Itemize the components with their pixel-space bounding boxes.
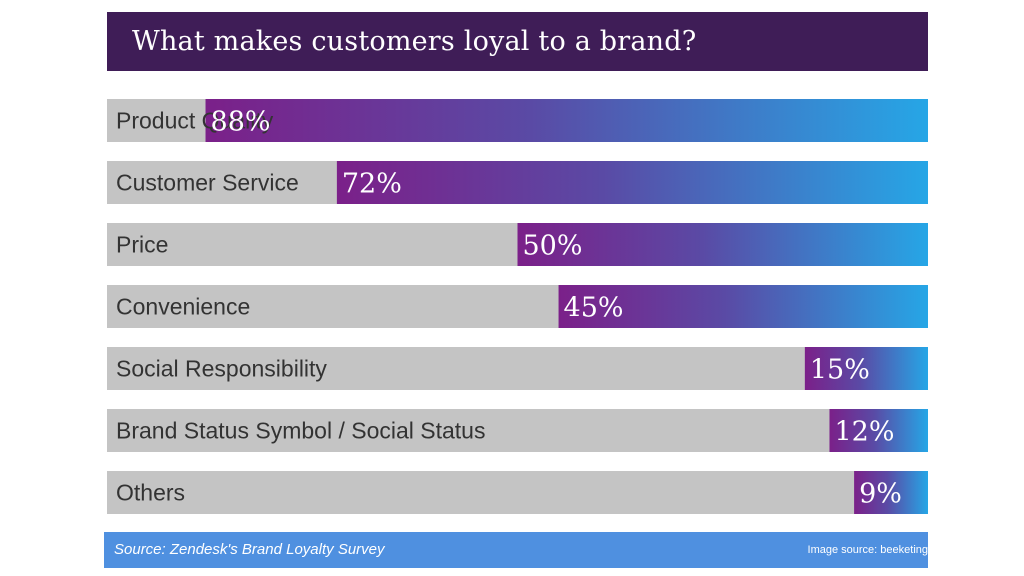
bar-track [107,471,928,514]
value-label: 9% [859,479,902,510]
category-label: Convenience [116,294,250,320]
category-label: Brand Status Symbol / Social Status [116,418,485,444]
category-label: Others [116,480,185,506]
bar [205,99,928,142]
bar [829,409,928,452]
value-label: 50% [523,231,583,262]
category-label: Price [116,232,168,258]
category-label: Customer Service [116,170,299,196]
bar [336,161,928,204]
value-label: 45% [564,293,624,324]
value-label: 88% [211,107,271,138]
chart-footer: Source: Zendesk's Brand Loyalty Survey I… [104,532,928,568]
chart-title: What makes customers loyal to a brand? [132,26,697,57]
category-label: Product Quality [116,108,274,134]
bar [854,471,928,514]
value-label: 72% [342,169,402,200]
category-label: Social Responsibility [116,356,327,382]
source-note: Source: Zendesk's Brand Loyalty Survey [114,541,385,558]
bar [804,347,928,390]
image-credit: Image source: beeketing [807,544,928,556]
bar-track [107,347,928,390]
bar [558,285,928,328]
value-label: 15% [810,355,870,386]
bar [517,223,928,266]
value-label: 12% [834,417,894,448]
chart-title-bar: What makes customers loyal to a brand? [107,12,928,71]
bar-track [107,409,928,452]
